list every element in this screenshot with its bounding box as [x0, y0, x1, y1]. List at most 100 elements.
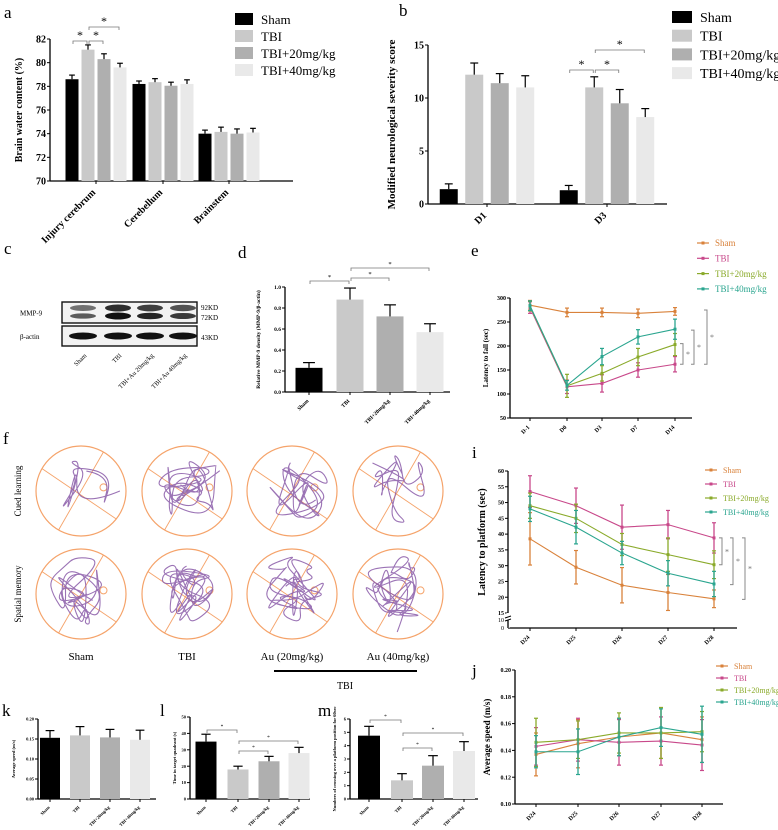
chart-k: 0.00 0.05 0.10 0.15 0.20 Average speed (m/s) S…	[11, 717, 156, 827]
platform-marker	[416, 586, 425, 595]
pool-outline	[35, 548, 127, 640]
panel-label-l: l	[160, 701, 165, 720]
y-tick-label: 0.8	[274, 306, 281, 312]
x-tick-label: D28	[704, 635, 716, 647]
data-point	[666, 571, 670, 575]
data-point	[620, 525, 624, 529]
y-tick-label: 0.20	[501, 668, 512, 674]
series-TBI+40mg/kg	[528, 300, 677, 391]
data-point	[620, 583, 624, 587]
legend-label: TBI	[715, 253, 730, 263]
y-tick-label: 10	[182, 780, 187, 785]
swim-path	[158, 461, 221, 515]
significance-bracket	[88, 26, 120, 30]
significance-bracket	[206, 729, 238, 733]
legend-swatch	[672, 29, 692, 42]
legend-swatch	[672, 48, 692, 61]
legend-swatch	[672, 67, 692, 80]
maze-pool	[246, 445, 338, 537]
maze-pool	[141, 445, 233, 537]
y-tick-label: 50	[498, 501, 504, 507]
water-maze-tracks: Cued learning Spatial memory Sham TBI Au (20…	[13, 445, 444, 692]
y-tick-label: 0.12	[501, 775, 512, 781]
blot-row-label: β-actin	[20, 333, 40, 341]
maze-pool	[35, 548, 127, 640]
y-tick-label: 78	[36, 82, 46, 93]
legend-label: Sham	[723, 466, 742, 475]
bar	[65, 79, 79, 181]
bar	[336, 299, 364, 392]
x-tick-label: D28	[692, 811, 704, 823]
y-tick-label: 0	[501, 626, 504, 632]
data-point	[712, 582, 716, 586]
legend-swatch	[235, 30, 253, 42]
bar	[490, 83, 509, 204]
x-tick-label: Sham	[297, 398, 311, 412]
quadrant-line	[58, 554, 104, 634]
data-point	[565, 383, 569, 387]
legend-swatch	[235, 47, 253, 59]
bar	[288, 753, 310, 799]
legend-marker	[720, 664, 724, 668]
y-tick-label: 5	[344, 730, 347, 735]
data-point	[712, 563, 716, 567]
band-92kd	[105, 304, 131, 312]
y-tick-label: 80	[36, 58, 46, 69]
y-tick-label: 0.4	[274, 348, 281, 354]
maze-column-label: Sham	[68, 651, 94, 663]
legend-label: Sham	[261, 12, 291, 27]
data-point	[636, 311, 640, 315]
y-axis-title: Relative MMP-9 density (MMP-9/β-actin)	[255, 290, 262, 389]
bar	[636, 117, 655, 204]
x-tick-label: D25	[566, 635, 578, 647]
significance-bracket	[594, 49, 645, 53]
band-72kd	[170, 312, 196, 320]
x-tick-label: Brainstem	[192, 187, 232, 227]
y-tick-label: 15	[498, 611, 504, 617]
y-tick-label: 60	[498, 469, 504, 475]
y-tick-label: 0.20	[26, 717, 35, 722]
legend-marker	[720, 700, 724, 704]
swim-path	[269, 462, 328, 519]
y-axis-title: Average speed (m/s)	[11, 739, 16, 778]
y-tick-label: 200	[497, 344, 506, 350]
maze-pool	[141, 548, 233, 640]
y-tick-label: 74	[36, 129, 46, 140]
y-tick-label: 0.15	[26, 737, 35, 742]
blot-size-label: 72KD	[201, 314, 218, 322]
swim-path	[365, 556, 419, 633]
significance-label: *	[252, 745, 255, 751]
x-tick-label: Injury cerebrum	[40, 187, 99, 246]
data-point	[528, 490, 532, 494]
significance-bracket	[719, 537, 723, 566]
significance-label: *	[579, 57, 585, 71]
data-point	[666, 590, 670, 594]
legend-marker	[720, 688, 724, 692]
legend-label: TBI	[734, 674, 747, 683]
data-point	[600, 310, 604, 314]
significance-bracket	[309, 280, 350, 284]
y-tick-label: 100	[497, 392, 506, 398]
maze-row-label: Spatial memory	[13, 565, 23, 623]
y-tick-label: 0	[184, 797, 187, 802]
y-tick-label: 0.05	[26, 777, 35, 782]
data-point	[600, 371, 604, 375]
maze-column-label: Au (40mg/kg)	[367, 651, 430, 663]
legend-label: TBI+20mg/kg	[261, 46, 336, 61]
significance-bracket	[680, 343, 684, 365]
x-tick-label: D27	[658, 635, 670, 647]
bar	[465, 74, 484, 205]
chart-a: 70 72 74 76 78 80 82 Brain water content (%) Inj…	[14, 12, 336, 246]
bar	[516, 87, 535, 204]
data-point	[659, 726, 663, 730]
y-axis-title: Numbers of crossing over a platform posi…	[332, 707, 337, 812]
x-tick-label: D26	[612, 635, 624, 647]
x-tick-label: TBI	[230, 805, 239, 814]
significance-bracket	[88, 40, 104, 44]
x-tick-label: Sham	[358, 805, 369, 816]
chart-l: 0 10 20 30 40 50 Time in target quadrant (s) Sh…	[172, 715, 310, 827]
panel-label-k: k	[2, 701, 11, 720]
maze-pool	[352, 548, 444, 640]
